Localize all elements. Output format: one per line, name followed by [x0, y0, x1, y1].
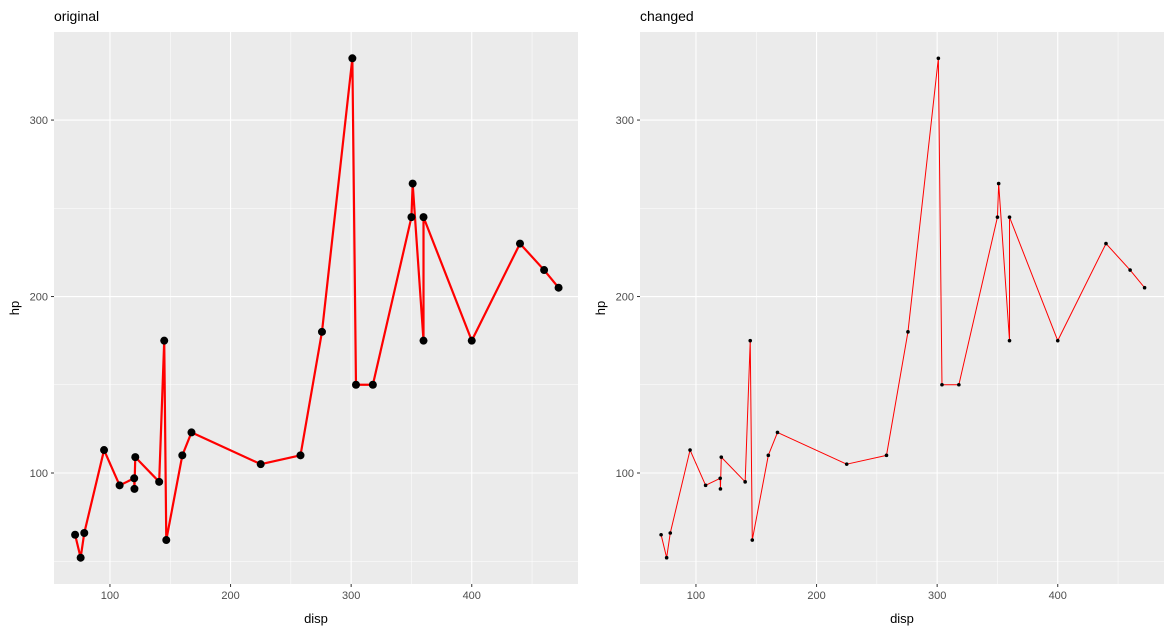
data-point: [408, 179, 417, 188]
data-point: [407, 213, 416, 222]
data-point: [718, 487, 723, 491]
data-point: [719, 455, 724, 459]
x-axis-title: disp: [304, 611, 328, 626]
panel-original: original 100 200 300 400 100 200 300 disp hp: [7, 8, 578, 626]
y-axis-ticks: 100 200 300: [616, 115, 640, 480]
y-axis-title: hp: [593, 301, 608, 315]
data-point: [703, 483, 708, 488]
data-point: [100, 446, 109, 455]
data-point: [748, 338, 753, 343]
data-point: [115, 481, 124, 490]
data-point: [178, 451, 187, 460]
y-tick-label: 100: [30, 468, 48, 480]
x-tick-label: 100: [687, 590, 705, 602]
x-tick-label: 300: [928, 590, 946, 602]
data-point: [668, 531, 673, 535]
panel-title: changed: [640, 8, 694, 24]
x-axis-title: disp: [890, 611, 914, 626]
data-point: [317, 327, 326, 336]
data-point: [256, 460, 265, 469]
data-point: [467, 336, 476, 345]
data-point: [187, 428, 196, 437]
data-point: [1007, 338, 1012, 343]
data-point: [1055, 338, 1060, 343]
data-point: [906, 330, 910, 334]
data-series: [659, 56, 1147, 560]
data-point: [1128, 268, 1132, 272]
data-point: [1007, 215, 1012, 219]
data-point: [130, 474, 139, 483]
data-point: [957, 382, 961, 387]
x-axis-ticks: 100 200 300 400: [687, 584, 1067, 602]
data-point: [936, 56, 941, 61]
data-point: [884, 453, 889, 458]
x-tick-label: 200: [807, 590, 825, 602]
data-point: [743, 480, 747, 484]
data-point: [76, 553, 85, 562]
x-axis-ticks: 100 200 300 400: [101, 584, 481, 602]
data-point: [80, 529, 89, 537]
y-axis-ticks: 100 200 300: [30, 115, 54, 480]
y-tick-label: 300: [616, 115, 634, 127]
y-axis-title: hp: [7, 301, 22, 315]
data-point: [71, 530, 80, 539]
data-point: [296, 451, 305, 460]
x-tick-label: 100: [101, 590, 119, 602]
y-tick-label: 200: [30, 292, 48, 304]
data-point: [688, 448, 692, 452]
data-point: [540, 266, 549, 275]
data-series: [71, 54, 563, 562]
data-point: [348, 54, 357, 63]
data-point: [130, 484, 139, 493]
data-point: [750, 538, 755, 542]
x-tick-label: 400: [463, 590, 481, 602]
y-tick-label: 200: [616, 292, 634, 304]
data-point: [766, 453, 771, 458]
data-point: [1104, 241, 1108, 246]
y-tick-label: 100: [616, 468, 634, 480]
data-point: [775, 430, 780, 435]
data-point: [515, 239, 524, 248]
data-point: [664, 555, 669, 560]
data-point: [996, 181, 1001, 186]
data-point: [659, 532, 663, 537]
data-point: [368, 380, 377, 389]
data-point: [160, 336, 169, 345]
data-point: [940, 382, 944, 387]
data-point: [718, 476, 722, 481]
data-point: [995, 215, 1000, 219]
data-point: [351, 380, 360, 389]
gridlines: [640, 32, 1164, 584]
data-point: [554, 283, 563, 292]
x-tick-label: 300: [342, 590, 360, 602]
x-tick-label: 400: [1049, 590, 1067, 602]
panel-title: original: [54, 8, 99, 24]
data-point: [419, 336, 428, 345]
data-point: [131, 453, 140, 462]
panel-changed: changed 100 200 300 400 100 200 300 disp hp: [593, 8, 1164, 626]
plot-background: [54, 32, 578, 584]
data-point: [844, 462, 849, 466]
x-tick-label: 200: [221, 590, 239, 602]
data-point: [1142, 285, 1147, 290]
y-tick-label: 300: [30, 115, 48, 127]
gridlines: [54, 32, 578, 584]
data-point: [155, 477, 164, 486]
data-point: [419, 213, 428, 222]
data-point: [162, 536, 171, 545]
plot-background: [640, 32, 1164, 584]
